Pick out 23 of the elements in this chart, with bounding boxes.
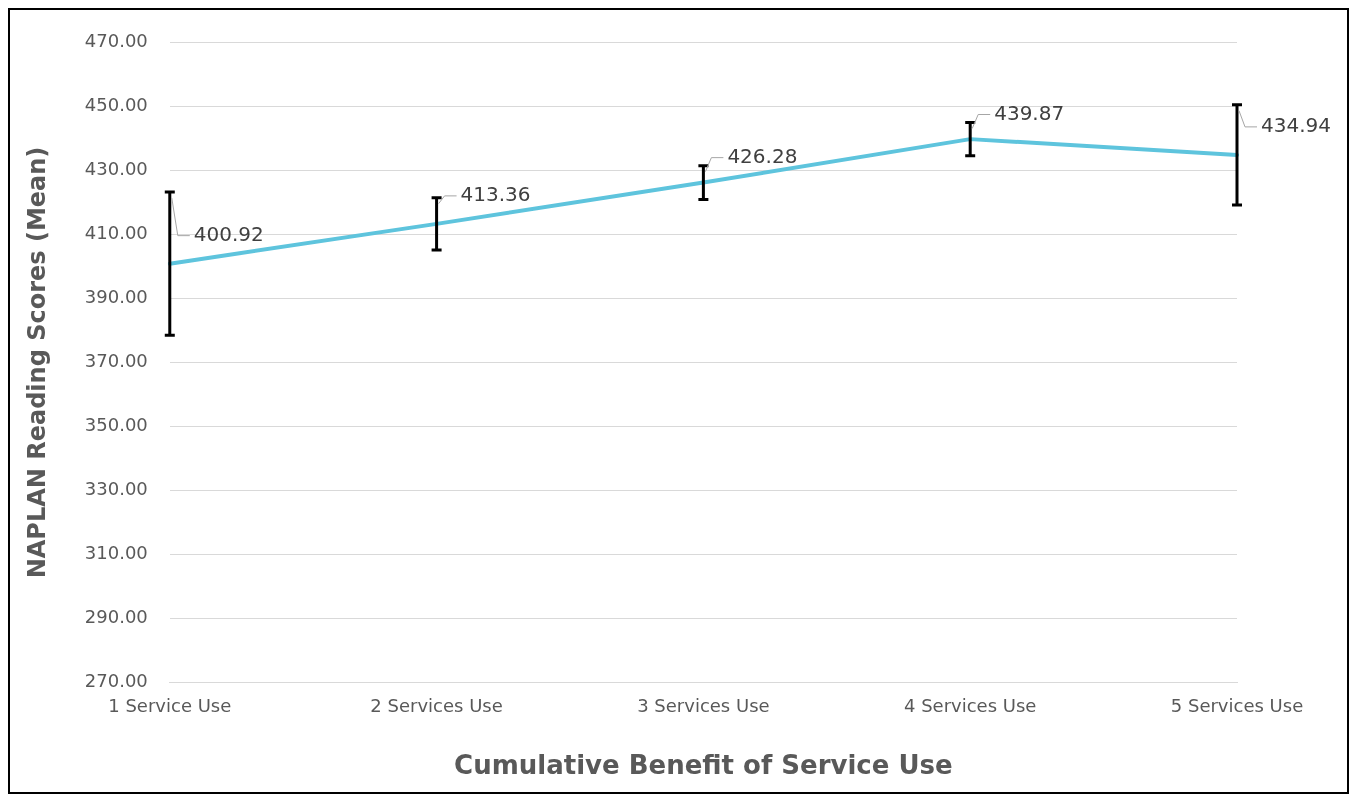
x-axis-title: Cumulative Benefit of Service Use bbox=[454, 750, 953, 781]
y-tick-label: 370.00 bbox=[84, 350, 148, 372]
data-label: 426.28 bbox=[727, 143, 798, 168]
data-label: 434.94 bbox=[1261, 113, 1331, 138]
y-tick-label: 350.00 bbox=[84, 414, 148, 436]
y-tick-label: 330.00 bbox=[84, 478, 148, 500]
x-tick-label: 3 Services Use bbox=[637, 694, 770, 716]
data-label: 413.36 bbox=[460, 182, 531, 207]
x-tick-label: 2 Services Use bbox=[370, 694, 503, 716]
y-tick-label: 270.00 bbox=[84, 669, 148, 691]
y-tick-label: 310.00 bbox=[84, 541, 148, 563]
y-tick-label: 390.00 bbox=[84, 286, 148, 308]
x-tick-label: 5 Services Use bbox=[1170, 694, 1304, 716]
y-tick-label: 290.00 bbox=[84, 605, 148, 627]
y-tick-label: 450.00 bbox=[84, 94, 148, 116]
y-tick-label: 470.00 bbox=[84, 30, 148, 52]
y-tick-label: 410.00 bbox=[84, 222, 148, 244]
x-tick-label: 4 Services Use bbox=[903, 694, 1037, 716]
y-tick-label: 430.00 bbox=[84, 158, 148, 180]
x-tick-label: 1 Service Use bbox=[108, 694, 232, 716]
data-label: 439.87 bbox=[994, 100, 1065, 125]
data-label: 400.92 bbox=[193, 221, 264, 246]
y-axis-title: NAPLAN Reading Scores (Mean) bbox=[22, 146, 51, 579]
